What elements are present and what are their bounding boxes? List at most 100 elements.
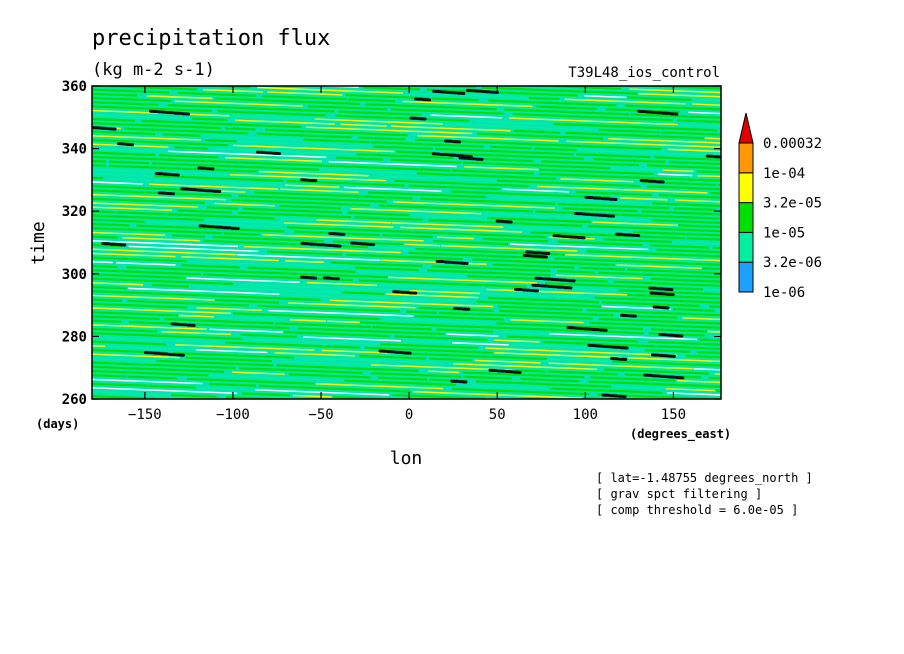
field-streak: [233, 312, 380, 321]
field-streak: [462, 161, 611, 170]
field-streak: [166, 171, 227, 176]
field-streak: [408, 184, 501, 191]
field-streak: [280, 188, 359, 193]
field-streak: [378, 376, 428, 381]
field-streak: [92, 202, 198, 208]
field-streak: [167, 150, 327, 159]
field-streak: [372, 325, 432, 331]
field-streak: [304, 400, 420, 404]
field-streak: [92, 135, 201, 141]
field-streak: [712, 246, 721, 250]
field-streak: [136, 224, 285, 233]
field-streak: [152, 162, 319, 171]
color-legend: 1e-06 3.2e-06 1e-05 3.2e-05 1e-04 0.00032: [738, 112, 822, 301]
field-streak: [513, 129, 561, 134]
field-streak: [108, 177, 277, 186]
field-streak: [515, 369, 547, 373]
field-streak: [429, 357, 473, 362]
field-streak: [268, 309, 414, 317]
field-streak: [657, 173, 693, 177]
field-streak: [92, 324, 207, 330]
plot-frame: [91, 85, 722, 400]
field-streak: [603, 238, 672, 244]
field-streak: [685, 354, 721, 359]
field-streak: [381, 318, 489, 324]
field-streak: [334, 426, 367, 427]
field-streak: [92, 218, 103, 222]
field-streak: [656, 248, 721, 254]
field-streak: [579, 266, 625, 271]
field-streak: [372, 145, 434, 150]
field-streak: [217, 294, 321, 302]
x-tick-label: 150: [661, 407, 686, 423]
field-streak: [588, 380, 664, 386]
field-streak: [693, 368, 721, 371]
field-streak: [707, 330, 721, 333]
field-streak: [151, 283, 189, 288]
field-streak: [489, 437, 595, 441]
field-streak: [481, 86, 639, 95]
field-streak: [416, 172, 557, 180]
field-streak: [426, 88, 578, 97]
field-streak: [627, 293, 721, 300]
legend-label: 1e-06: [763, 285, 805, 301]
field-streak: [224, 127, 256, 131]
field-streak: [379, 204, 534, 213]
field-streak: [599, 317, 721, 325]
field-streak: [92, 101, 159, 106]
field-streak: [403, 72, 555, 78]
field-streak: [650, 277, 721, 283]
legend-label: 1e-04: [763, 166, 805, 182]
field-streak: [229, 173, 387, 182]
field-streak: [492, 263, 575, 269]
field-streak: [614, 386, 663, 390]
field-streak: [423, 405, 468, 407]
field-streak: [435, 147, 574, 156]
field-streak: [92, 114, 190, 120]
field-streak: [404, 398, 415, 399]
field-streak: [601, 441, 695, 445]
field-streak: [474, 359, 541, 364]
field-streak: [426, 269, 551, 277]
field-streak: [276, 364, 419, 372]
field-streak: [171, 393, 217, 398]
field-streak: [485, 213, 644, 221]
field-streak: [359, 321, 482, 329]
field-streak: [627, 96, 692, 101]
field-streak: [391, 125, 511, 132]
field-streak: [141, 119, 302, 129]
field-streak: [216, 148, 353, 155]
field-streak: [306, 126, 473, 135]
field-streak: [225, 156, 323, 163]
field-streak: [108, 160, 149, 165]
field-streak: [321, 349, 394, 354]
field-streak: [677, 380, 721, 384]
field-streak: [255, 419, 308, 421]
field-streak: [577, 149, 648, 154]
field-streak: [275, 322, 372, 329]
field-streak: [233, 144, 395, 153]
field-streak: [330, 261, 423, 268]
field-streak: [126, 266, 228, 273]
field-streak: [734, 80, 797, 82]
field-streak: [277, 217, 317, 221]
field-streak: [185, 356, 273, 363]
field-streak: [178, 314, 214, 318]
field-streak: [92, 285, 127, 290]
field-streak: [445, 414, 492, 416]
y-axis: 260 280 300 320 340 360: [62, 79, 721, 408]
field-streak: [708, 305, 721, 308]
field-streak: [432, 240, 509, 246]
field-streak: [327, 169, 417, 175]
field-streak: [451, 387, 590, 396]
field-streak: [396, 150, 436, 155]
field-streak: [524, 86, 622, 90]
field-streak: [376, 67, 430, 69]
field-streak: [555, 426, 621, 429]
field-streak: [627, 357, 721, 363]
field-streak: [408, 251, 549, 260]
field-streak: [699, 99, 721, 102]
field-streak: [92, 290, 217, 298]
field-streak: [195, 349, 268, 354]
field-streak: [127, 375, 178, 380]
